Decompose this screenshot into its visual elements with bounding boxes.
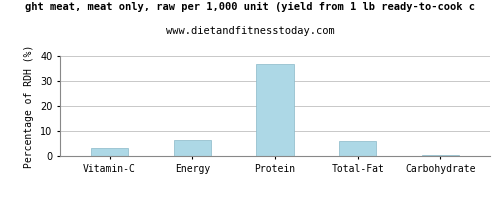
Text: www.dietandfitnesstoday.com: www.dietandfitnesstoday.com	[166, 26, 334, 36]
Bar	[422, 155, 459, 156]
Bar	[174, 140, 211, 156]
Y-axis label: Percentage of RDH (%): Percentage of RDH (%)	[24, 44, 34, 168]
Bar	[256, 64, 294, 156]
Text: ght meat, meat only, raw per 1,000 unit (yield from 1 lb ready-to-cook c: ght meat, meat only, raw per 1,000 unit …	[25, 2, 475, 12]
Bar	[339, 140, 376, 156]
Bar	[91, 148, 128, 156]
